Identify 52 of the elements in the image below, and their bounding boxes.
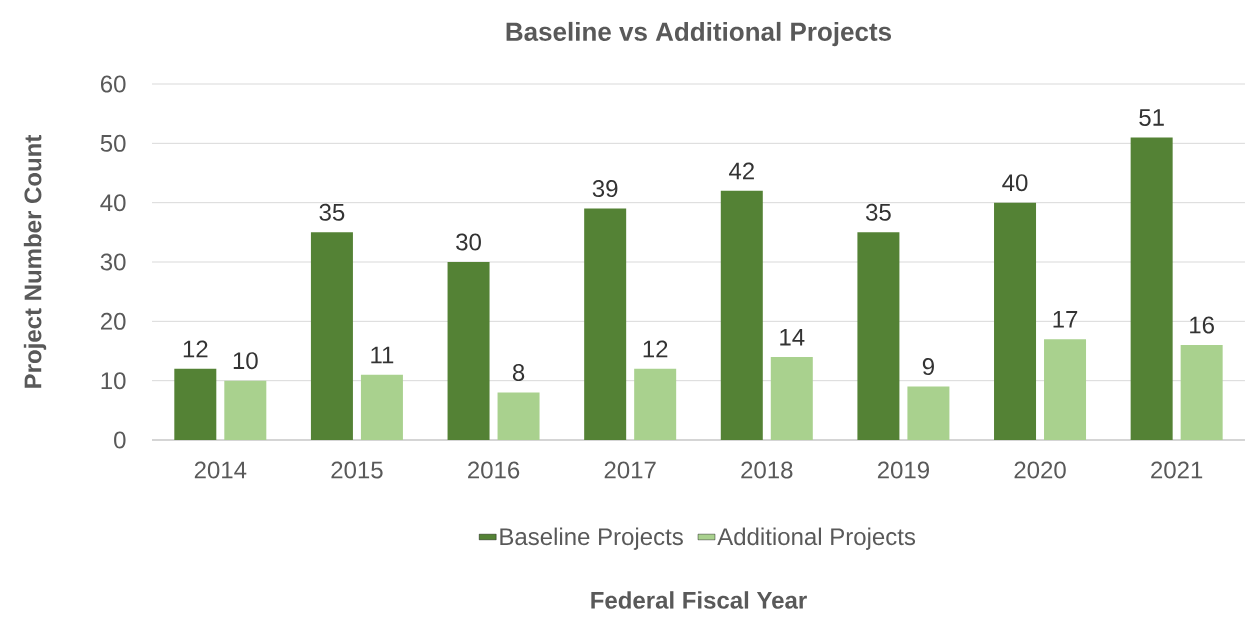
data-label: 51 — [1139, 109, 1164, 126]
data-label: 30 — [456, 233, 481, 251]
legend-label: Baseline Projects — [500, 527, 683, 550]
data-label: 39 — [592, 180, 618, 198]
y-tick-label: 60 — [101, 75, 126, 93]
data-label: 14 — [780, 328, 805, 346]
y-tick-label: 50 — [100, 134, 126, 152]
data-label: 11 — [371, 346, 394, 364]
data-label: 12 — [183, 340, 208, 358]
data-label: 9 — [922, 358, 934, 376]
bar — [720, 190, 763, 440]
legend-label: Additional Projects — [717, 527, 916, 550]
data-label: 35 — [865, 203, 891, 221]
chart-title: Baseline vs Additional Projects — [506, 21, 892, 47]
bar — [224, 380, 267, 440]
data-label: 16 — [1190, 316, 1214, 334]
y-tick-label: 0 — [114, 431, 126, 449]
data-label: 35 — [319, 203, 345, 221]
x-tick-label: 2015 — [331, 461, 383, 479]
y-tick-label: 10 — [101, 372, 126, 390]
x-tick-label: 2016 — [468, 461, 520, 479]
x-tick-label: 2020 — [1014, 461, 1066, 479]
y-tick-label: 20 — [100, 312, 126, 330]
x-tick-label: 2017 — [604, 461, 656, 479]
data-label: 10 — [233, 352, 258, 370]
bar — [634, 368, 677, 440]
data-label: 40 — [1002, 174, 1028, 192]
bar — [360, 374, 403, 440]
bar — [907, 386, 950, 440]
y-tick-label: 30 — [100, 253, 126, 271]
data-label: 12 — [643, 340, 668, 358]
bar — [584, 208, 627, 440]
x-tick-label: 2021 — [1151, 461, 1203, 479]
x-tick-label: 2014 — [194, 461, 247, 479]
data-label: 42 — [728, 162, 754, 180]
x-axis-title: Federal Fiscal Year — [591, 591, 807, 609]
bar — [310, 232, 353, 440]
bar — [447, 262, 490, 440]
data-label: 17 — [1053, 311, 1078, 328]
bar — [1044, 339, 1087, 440]
data-label: 8 — [512, 364, 525, 382]
bar — [994, 202, 1037, 440]
y-axis-title: Project Number Count — [23, 134, 47, 388]
bar — [1180, 345, 1223, 440]
bar — [770, 356, 813, 440]
bar — [1130, 137, 1173, 440]
x-tick-label: 2018 — [741, 461, 793, 479]
bar — [857, 232, 900, 440]
bar — [497, 392, 540, 440]
bar — [174, 368, 217, 440]
y-tick-label: 40 — [100, 194, 126, 212]
x-tick-label: 2019 — [877, 461, 929, 479]
